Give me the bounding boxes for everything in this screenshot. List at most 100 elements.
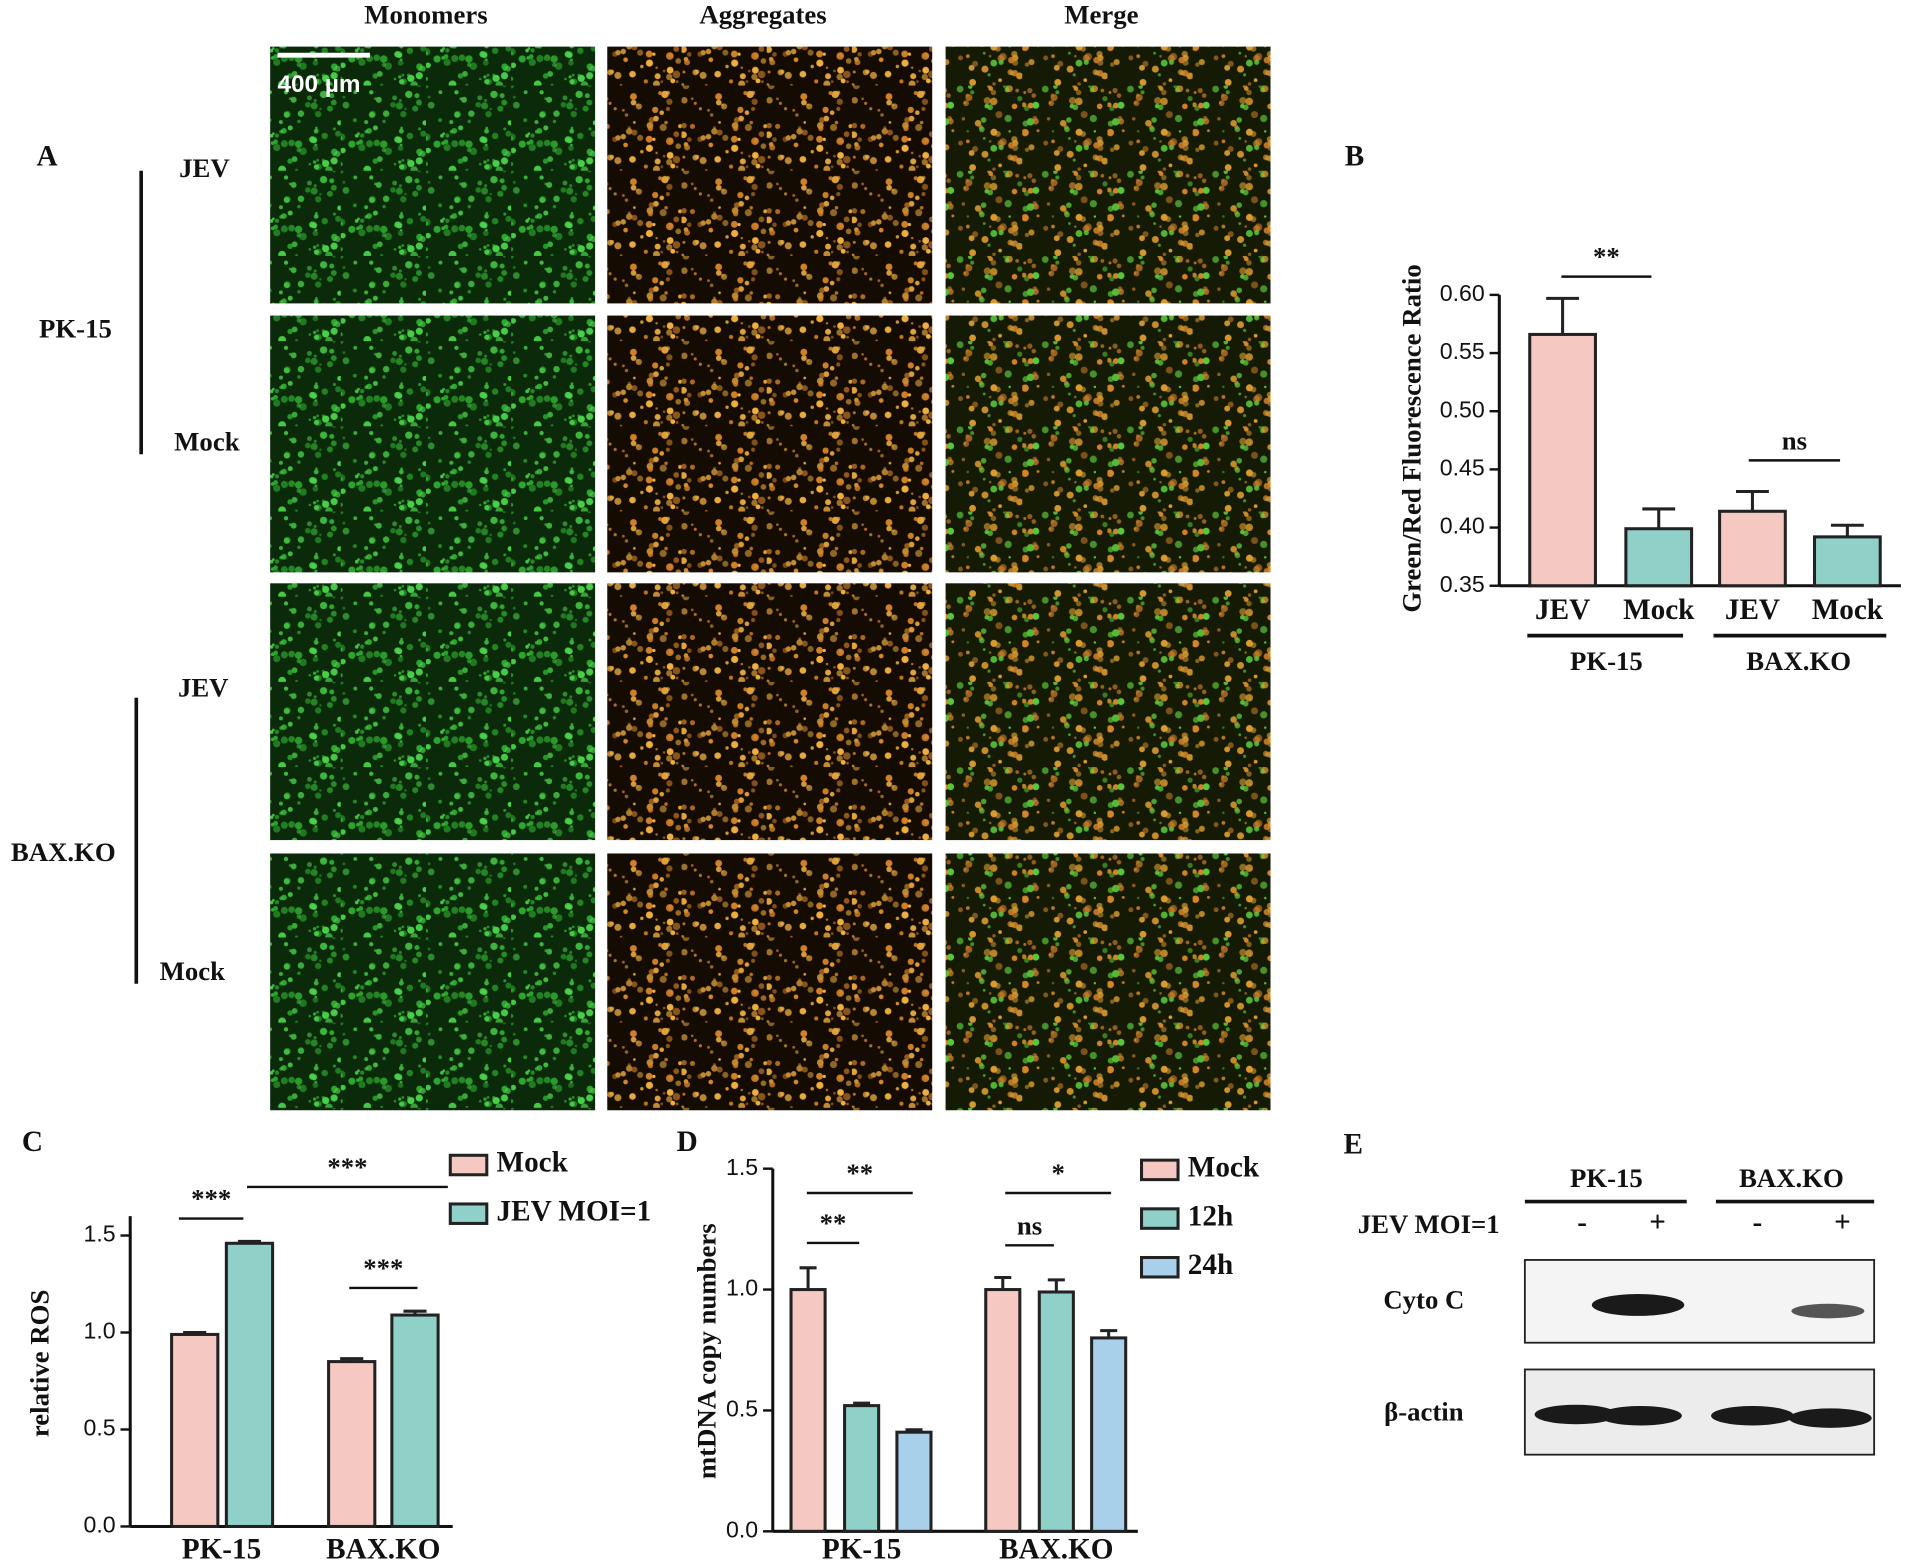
significance-label: ***: [363, 1253, 403, 1283]
y-tick-label: 0.40: [1440, 513, 1485, 539]
significance-label: *: [1051, 1158, 1064, 1188]
row-label: Mock: [174, 427, 240, 457]
y-tick-label: 0.60: [1440, 280, 1485, 306]
micrograph: [607, 853, 933, 1111]
lane-sign: -: [1577, 1206, 1587, 1238]
bar: [1528, 332, 1597, 588]
y-tick-label: 0.0: [83, 1512, 115, 1538]
legend-swatch: [448, 1153, 489, 1177]
legend-label: Mock: [1188, 1152, 1260, 1184]
micrograph: [270, 46, 596, 304]
panel-label: D: [677, 1126, 698, 1158]
band: [1534, 1404, 1618, 1425]
legend-label: 24h: [1188, 1249, 1233, 1281]
micrograph: [607, 315, 933, 573]
bar: [984, 1288, 1022, 1533]
group-label: BAX.KO: [1746, 646, 1851, 676]
group-label: PK-15: [1570, 646, 1643, 676]
x-tick-label: BAX.KO: [999, 1534, 1113, 1566]
micrograph: [945, 46, 1271, 304]
bar: [843, 1404, 881, 1533]
y-tick-label: 0.45: [1440, 455, 1485, 481]
legend-swatch: [448, 1202, 489, 1225]
row-label: Mock: [160, 956, 226, 986]
band: [1711, 1405, 1794, 1426]
micrograph: [945, 583, 1271, 841]
error-bar: [1546, 296, 1580, 335]
band: [1788, 1408, 1872, 1428]
error-bar: [1642, 507, 1676, 529]
significance-label: **: [820, 1208, 847, 1238]
bar: [390, 1313, 440, 1528]
y-tick-label: 0.0: [726, 1516, 758, 1542]
lane-sign: -: [1752, 1206, 1762, 1238]
group-label: BAX.KO: [1739, 1163, 1844, 1193]
bar: [327, 1360, 377, 1528]
significance-label: ns: [1017, 1210, 1042, 1240]
row-label: JEV: [178, 673, 229, 703]
significance-label: **: [846, 1158, 873, 1188]
y-axis-label: mtDNA copy numbers: [692, 1223, 722, 1479]
y-axis-label: relative ROS: [25, 1290, 55, 1437]
error-bar: [905, 1428, 923, 1433]
error-bar: [403, 1309, 427, 1316]
error-bar: [853, 1401, 871, 1406]
y-tick-label: 0.5: [726, 1396, 758, 1422]
legend-label: JEV MOI=1: [497, 1195, 652, 1227]
y-axis-label: Green/Red Fluorescence Ratio: [1396, 264, 1426, 612]
significance-label: ***: [191, 1184, 231, 1214]
row-label: Cyto C: [1383, 1285, 1464, 1315]
bar: [170, 1332, 220, 1528]
y-tick-label: 1.5: [83, 1221, 115, 1247]
bar: [1624, 527, 1694, 588]
micrograph: [945, 315, 1271, 573]
x-tick-label: BAX.KO: [326, 1534, 440, 1566]
error-bar: [1100, 1329, 1118, 1338]
bar: [895, 1430, 933, 1533]
error-bar: [799, 1266, 817, 1290]
error-bar: [340, 1357, 364, 1362]
y-tick-label: 0.50: [1440, 396, 1485, 422]
x-tick-label: PK-15: [182, 1534, 261, 1566]
column-header: Monomers: [364, 0, 487, 30]
significance-label: **: [1593, 242, 1620, 272]
micrograph: [607, 583, 933, 841]
bar: [224, 1241, 275, 1528]
legend-swatch: [1140, 1255, 1180, 1279]
error-bar: [1047, 1278, 1065, 1292]
bar: [789, 1288, 827, 1533]
legend-label: 12h: [1188, 1200, 1233, 1232]
bar: [1812, 535, 1882, 588]
y-tick-label: 1.5: [726, 1154, 758, 1180]
x-tick-label: Mock: [1812, 594, 1884, 626]
blot: [1523, 1259, 1876, 1344]
legend-swatch: [1140, 1207, 1180, 1230]
legend-swatch: [1140, 1158, 1180, 1182]
y-tick-label: 1.0: [83, 1318, 115, 1344]
x-tick-label: Mock: [1623, 594, 1695, 626]
legend-label: Mock: [497, 1147, 569, 1179]
significance-label: ***: [327, 1152, 367, 1182]
panel-label: E: [1344, 1128, 1363, 1160]
panel-label: C: [22, 1126, 43, 1158]
error-bar: [994, 1275, 1012, 1290]
micrograph: [945, 853, 1271, 1111]
scale-bar-label: 400 µm: [277, 71, 360, 98]
micrograph: [270, 315, 596, 573]
band: [1599, 1405, 1682, 1426]
y-tick-label: 0.35: [1440, 571, 1485, 597]
error-bar: [237, 1239, 262, 1244]
column-header: Merge: [1064, 0, 1138, 30]
bar: [1090, 1336, 1128, 1533]
column-header: Aggregates: [699, 0, 826, 30]
band: [1791, 1303, 1865, 1319]
y-tick-label: 1.0: [726, 1275, 758, 1301]
y-tick-label: 0.55: [1440, 338, 1485, 364]
row-label: β-actin: [1384, 1397, 1464, 1427]
x-tick-label: PK-15: [822, 1534, 901, 1566]
lane-sign: +: [1834, 1206, 1851, 1238]
micrographs: [270, 46, 1271, 1111]
group-label: PK-15: [39, 314, 112, 344]
micrograph: [270, 853, 596, 1111]
